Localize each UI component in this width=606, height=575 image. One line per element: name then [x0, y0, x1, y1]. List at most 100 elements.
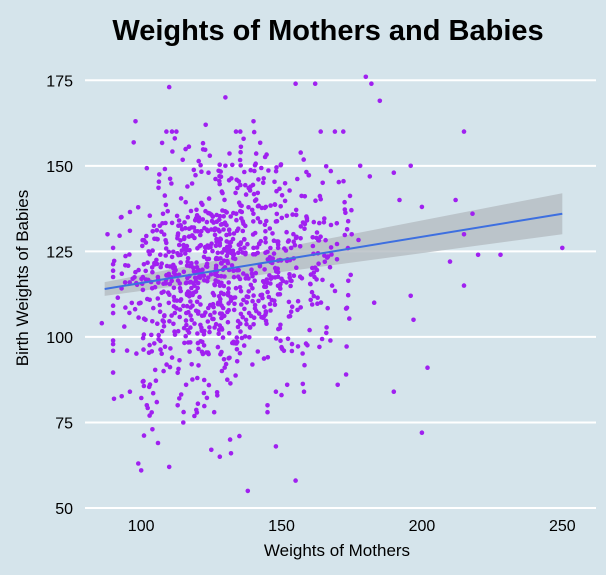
data-point [242, 169, 247, 175]
data-point [240, 228, 246, 234]
data-point [134, 351, 139, 356]
data-point [182, 340, 187, 346]
data-point [237, 433, 242, 439]
data-point [341, 129, 346, 134]
data-point [230, 248, 236, 254]
data-point [185, 259, 190, 265]
data-point [164, 129, 169, 134]
data-point [177, 396, 182, 401]
data-point [154, 399, 160, 405]
data-point [249, 267, 254, 273]
data-point [325, 305, 331, 311]
data-point [141, 378, 146, 384]
data-point [169, 313, 174, 318]
data-point [136, 267, 141, 273]
data-point [284, 213, 290, 219]
data-point [238, 246, 243, 252]
data-point [272, 202, 278, 207]
data-point [470, 211, 475, 216]
data-point [172, 329, 177, 334]
data-point [219, 303, 224, 308]
data-point [232, 256, 238, 262]
data-point [243, 192, 249, 197]
data-point [127, 228, 133, 234]
data-point [192, 321, 197, 326]
data-point [140, 274, 146, 280]
data-point [117, 233, 122, 238]
data-point [160, 221, 165, 226]
data-point [228, 381, 233, 386]
data-point [255, 349, 261, 354]
data-point [289, 341, 295, 347]
data-point [371, 300, 377, 306]
data-point [212, 232, 218, 238]
data-point [215, 250, 221, 256]
data-point [174, 213, 180, 219]
data-point [222, 197, 227, 203]
data-point [318, 129, 324, 134]
data-point [207, 153, 213, 158]
data-point [127, 310, 132, 316]
data-point [174, 129, 179, 134]
data-point [295, 344, 301, 349]
data-point [302, 194, 308, 199]
data-point [171, 285, 177, 291]
data-point [177, 281, 183, 286]
data-point [171, 262, 176, 268]
data-point [185, 184, 190, 189]
data-point [207, 329, 212, 335]
data-point [256, 298, 261, 304]
data-point [301, 389, 307, 395]
data-point [162, 193, 168, 198]
data-point [272, 298, 277, 304]
data-point [408, 293, 414, 299]
data-point [328, 222, 334, 228]
data-point [317, 344, 322, 350]
data-point [315, 301, 320, 307]
data-point [316, 261, 321, 267]
data-point [147, 342, 152, 348]
data-point [250, 252, 256, 257]
data-point [133, 119, 138, 124]
data-point [237, 157, 243, 163]
data-point [149, 410, 154, 415]
data-point [201, 273, 207, 279]
data-point [267, 226, 273, 231]
data-point [349, 232, 355, 237]
data-point [276, 326, 281, 332]
data-point [123, 253, 128, 259]
data-point [243, 317, 249, 323]
data-point [219, 311, 225, 317]
data-point [225, 258, 230, 264]
data-point [218, 222, 224, 227]
data-point [165, 290, 171, 296]
data-point [312, 274, 317, 280]
data-point [212, 282, 217, 287]
data-point [190, 303, 195, 309]
data-point [216, 327, 222, 333]
y-axis-ticks: 50 75 100 125 150 175 [46, 73, 73, 518]
data-point [146, 249, 151, 254]
data-point [245, 488, 251, 494]
data-point [140, 243, 145, 249]
data-point [199, 349, 205, 355]
data-point [278, 281, 283, 287]
data-point [253, 151, 259, 156]
data-point [425, 365, 430, 371]
data-point [252, 230, 258, 236]
data-point [259, 165, 264, 171]
data-point [453, 197, 458, 203]
data-point [265, 403, 270, 408]
data-point [161, 281, 166, 287]
data-point [125, 263, 131, 269]
data-point [306, 172, 312, 178]
data-point [270, 231, 275, 236]
data-point [191, 290, 197, 296]
data-point [162, 313, 167, 318]
data-point [560, 245, 565, 251]
data-point [178, 297, 184, 302]
data-point [242, 306, 247, 312]
data-point [345, 218, 351, 224]
data-point [163, 253, 168, 258]
data-point [320, 180, 326, 186]
